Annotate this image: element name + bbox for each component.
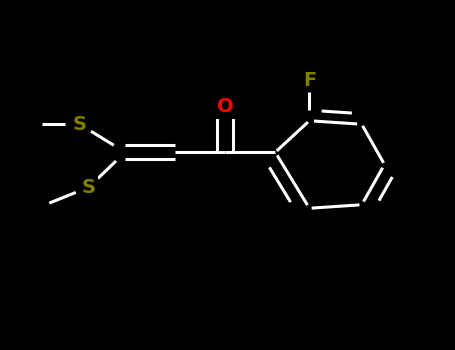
Text: O: O bbox=[217, 97, 233, 116]
Text: S: S bbox=[82, 178, 96, 197]
Text: S: S bbox=[73, 115, 86, 134]
Text: F: F bbox=[303, 71, 316, 90]
